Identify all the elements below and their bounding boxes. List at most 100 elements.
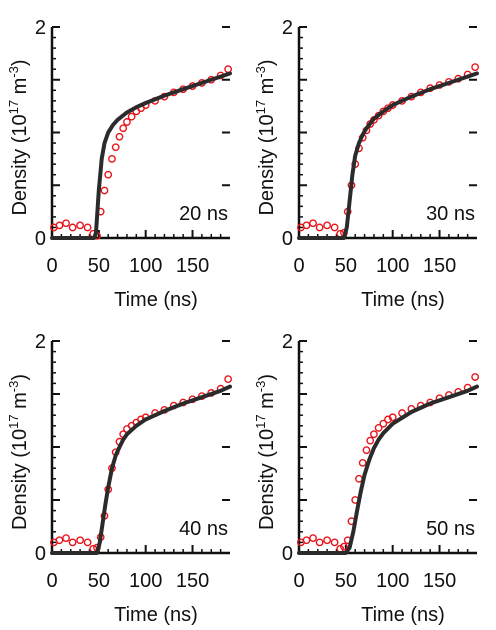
- data-point: [362, 446, 371, 455]
- y-axis-title: Density (1017 m-3): [253, 59, 278, 215]
- y-axis-title-part: ): [256, 59, 278, 66]
- panel-1: 0 2 0 50 100 150 Time (ns) Density (1017 m-3) 20…: [6, 17, 233, 311]
- x-tick-label: 100: [129, 570, 162, 592]
- panel-label: 50 ns: [426, 518, 475, 540]
- data-point: [68, 538, 77, 547]
- data-point: [366, 436, 375, 445]
- x-tick-label: 0: [46, 570, 57, 592]
- y-axis-title-part: 17: [253, 414, 268, 428]
- model-curve: [50, 384, 232, 555]
- data-point: [340, 542, 348, 551]
- model-curve: [297, 71, 479, 240]
- panel-3: 0 2 0 50 100 150 Time (ns) Density (1017 m-3) 40…: [6, 331, 233, 626]
- y-axis-title-part: 17: [6, 100, 21, 114]
- data-point: [471, 373, 480, 381]
- data-point: [62, 534, 70, 543]
- data-point: [330, 538, 339, 547]
- data-point: [323, 221, 332, 230]
- y-axis-title-part: -3: [6, 381, 21, 393]
- y-tick-label: 2: [35, 17, 46, 39]
- data-point: [115, 132, 124, 141]
- x-tick-label: 150: [423, 255, 456, 277]
- data-point: [315, 538, 324, 547]
- y-axis-title-part: 17: [6, 414, 21, 428]
- data-point: [224, 375, 233, 384]
- y-tick-label: 0: [35, 543, 46, 565]
- y-axis-title-part: ): [256, 374, 278, 381]
- x-axis-title: Time (ns): [114, 604, 198, 626]
- y-tick-label: 2: [282, 331, 293, 353]
- x-tick-label: 0: [293, 255, 304, 277]
- x-tick-label: 150: [423, 570, 456, 592]
- y-axis-title-part: m: [9, 392, 31, 414]
- y-tick-label: 0: [282, 543, 293, 565]
- data-point: [104, 170, 113, 179]
- data-point: [370, 430, 378, 439]
- data-point: [309, 534, 317, 543]
- y-axis-title-part: ): [9, 374, 31, 381]
- data-point: [302, 221, 311, 230]
- x-tick-label: 150: [176, 255, 209, 277]
- panel-label: 30 ns: [426, 203, 475, 225]
- data-point: [83, 223, 92, 232]
- y-axis-title-part: Density (10: [9, 114, 31, 215]
- y-axis-title-part: Density (10: [256, 429, 278, 530]
- y-axis-title-part: m: [9, 78, 31, 100]
- data-point: [330, 223, 339, 232]
- panel-label: 20 ns: [179, 203, 228, 225]
- x-tick-label: 150: [176, 570, 209, 592]
- data-point: [76, 221, 85, 230]
- x-tick-label: 100: [129, 255, 162, 277]
- data-point: [55, 221, 64, 230]
- data-point: [471, 63, 480, 71]
- panel-label: 40 ns: [179, 518, 228, 540]
- y-axis-title-part: Density (10: [9, 429, 31, 530]
- data-point: [358, 458, 367, 467]
- x-axis-title: Time (ns): [114, 289, 198, 311]
- panel-2: 0 2 0 50 100 150 Time (ns) Density (1017 m-3) 30…: [253, 17, 480, 311]
- data-point: [111, 143, 120, 152]
- data-point: [55, 536, 64, 545]
- data-point: [100, 186, 109, 195]
- model-curve: [50, 71, 232, 240]
- x-tick-label: 50: [88, 570, 110, 592]
- y-tick-label: 2: [282, 17, 293, 39]
- data-point: [379, 419, 388, 428]
- x-tick-label: 50: [335, 255, 357, 277]
- model-curve: [297, 384, 479, 555]
- y-axis-title-part: 17: [253, 100, 268, 114]
- data-point: [108, 154, 116, 163]
- data-point: [323, 536, 332, 545]
- y-axis-title-part: -3: [253, 381, 268, 393]
- x-tick-label: 0: [293, 570, 304, 592]
- data-point: [302, 536, 311, 545]
- data-point: [68, 223, 77, 232]
- data-point: [315, 223, 324, 232]
- y-axis-title-part: ): [9, 59, 31, 66]
- data-point: [123, 118, 131, 126]
- y-axis-title-part: Density (10: [256, 114, 278, 215]
- y-axis-title-part: -3: [6, 66, 21, 78]
- data-point: [76, 536, 85, 545]
- data-point: [388, 413, 397, 422]
- y-axis-title: Density (1017 m-3): [6, 59, 31, 215]
- y-axis-title-part: -3: [253, 66, 268, 78]
- x-axis-title: Time (ns): [361, 604, 445, 626]
- y-tick-label: 0: [35, 228, 46, 250]
- y-axis-title: Density (1017 m-3): [253, 374, 278, 530]
- data-point: [127, 112, 136, 121]
- data-point: [62, 219, 70, 228]
- data-point: [309, 219, 317, 228]
- data-point: [384, 415, 392, 424]
- x-axis-title: Time (ns): [361, 289, 445, 311]
- x-tick-label: 0: [46, 255, 57, 277]
- y-axis-title-part: m: [256, 392, 278, 414]
- x-tick-label: 100: [376, 570, 409, 592]
- y-tick-label: 0: [282, 228, 293, 250]
- data-point: [119, 124, 128, 133]
- x-tick-label: 100: [376, 255, 409, 277]
- x-tick-label: 50: [335, 570, 357, 592]
- y-axis-title-part: m: [256, 78, 278, 100]
- data-point: [83, 538, 92, 547]
